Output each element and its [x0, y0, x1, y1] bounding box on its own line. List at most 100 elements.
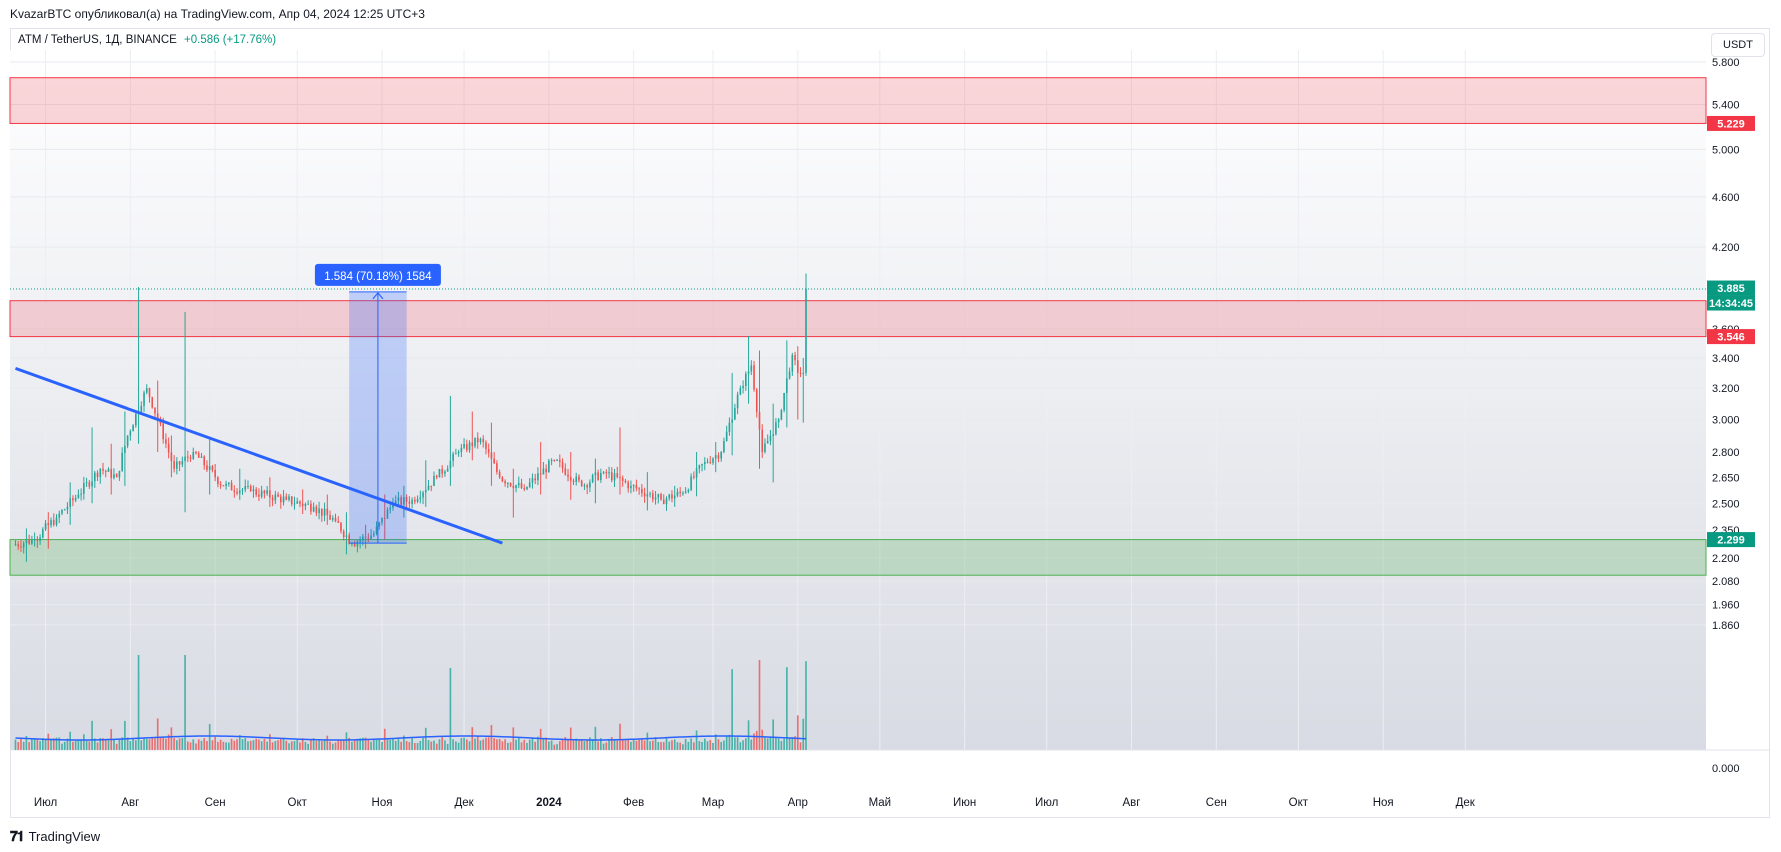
- volume-bar: [755, 730, 758, 750]
- zones: [9, 77, 1707, 576]
- volume-bar: [50, 738, 52, 750]
- volume-bar: [441, 737, 444, 750]
- volume-bar: [498, 738, 501, 750]
- candle-body: [520, 483, 523, 488]
- volume-bar: [608, 738, 610, 750]
- volume-bar: [641, 738, 643, 750]
- candle-body: [225, 483, 227, 486]
- volume-bar: [717, 739, 720, 750]
- volume-bar: [649, 741, 651, 750]
- volume-bar: [558, 741, 561, 750]
- candle-body: [548, 460, 550, 473]
- candle-body: [296, 501, 299, 504]
- candle-body: [408, 501, 411, 504]
- candle-body: [58, 513, 61, 518]
- currency-button[interactable]: USDT: [1711, 33, 1765, 57]
- volume-bar: [238, 735, 241, 750]
- volume-bar: [509, 742, 512, 750]
- volume-bar: [747, 720, 750, 750]
- volume-bar: [761, 729, 764, 750]
- volume-bar: [474, 738, 476, 750]
- candle-body: [641, 488, 643, 494]
- volume-bar: [569, 727, 572, 750]
- volume-bar: [449, 668, 452, 750]
- volume-bar: [170, 727, 173, 750]
- volume-bar: [351, 741, 353, 750]
- candle-body: [50, 520, 52, 526]
- volume-bar: [28, 742, 30, 750]
- volume-bar: [159, 737, 162, 750]
- volume-bar: [233, 740, 236, 750]
- volume-bar: [241, 739, 244, 750]
- volume-bar: [786, 667, 788, 750]
- volume-bar: [463, 737, 465, 750]
- volume-bar: [583, 741, 586, 750]
- volume-bar: [635, 740, 638, 750]
- volume-bar: [52, 738, 55, 750]
- candle-body: [660, 493, 662, 500]
- candle-body: [507, 482, 509, 484]
- candle-body: [176, 461, 178, 469]
- volume-bar: [288, 743, 290, 750]
- price-label: 2.299: [1717, 535, 1745, 547]
- candle-body: [487, 449, 490, 453]
- y-tick-label: 5.400: [1712, 100, 1740, 112]
- tradingview-logo[interactable]: 𝟕𝟏 TradingView: [10, 828, 100, 845]
- y-tick-label: 5.800: [1712, 57, 1740, 69]
- candle-body: [167, 443, 170, 453]
- candle-body: [457, 451, 460, 454]
- x-tick-label: Июн: [953, 797, 976, 809]
- candle-body: [184, 456, 186, 461]
- volume-bar: [446, 743, 449, 750]
- candle-body: [77, 494, 80, 498]
- volume-bar: [616, 740, 619, 750]
- candle-body: [750, 365, 753, 372]
- candle-body: [244, 485, 247, 490]
- candle-body: [654, 497, 657, 500]
- volume-bar: [646, 732, 649, 750]
- candle-body: [463, 444, 465, 448]
- candle-body: [539, 473, 542, 475]
- y-tick-label: 0.000: [1712, 763, 1740, 775]
- candle-body: [794, 354, 796, 361]
- volume-bar: [438, 739, 441, 750]
- volume-bar: [113, 740, 115, 750]
- volume-bar: [148, 739, 151, 750]
- y-tick-label: 5.000: [1712, 144, 1740, 156]
- candle-body: [805, 289, 807, 373]
- candle-body: [515, 485, 517, 489]
- candle-body: [764, 443, 766, 452]
- candle-body: [553, 460, 556, 462]
- volume-bar: [66, 738, 69, 750]
- volume-bar: [356, 738, 359, 750]
- candle-body: [427, 485, 430, 490]
- candle-body: [135, 413, 137, 426]
- volume-bar: [435, 743, 438, 750]
- volume-bar: [93, 738, 96, 750]
- volume-bar: [25, 736, 28, 750]
- volume-bar: [550, 740, 553, 750]
- volume-bar: [63, 741, 66, 750]
- volume-bar: [249, 740, 252, 750]
- candle-body: [591, 475, 594, 483]
- volume-bar: [602, 743, 605, 750]
- volume-bar: [764, 737, 766, 750]
- volume-bar: [523, 739, 526, 750]
- volume-bar: [132, 738, 134, 750]
- candle-body: [621, 477, 624, 481]
- volume-bar: [167, 734, 170, 750]
- volume-bar: [137, 655, 140, 750]
- volume-bar: [408, 742, 411, 750]
- volume-bar: [496, 739, 498, 750]
- volume-bar: [468, 741, 471, 750]
- x-tick-label: Дек: [1456, 797, 1476, 809]
- volume-bar: [181, 737, 184, 750]
- volume-bar: [326, 735, 329, 750]
- volume-bar: [42, 738, 44, 750]
- volume-bar: [271, 742, 274, 750]
- volume-bar: [83, 734, 85, 750]
- candle-body: [42, 529, 44, 538]
- candle-body: [329, 515, 331, 520]
- resistance-zone: [9, 300, 1707, 338]
